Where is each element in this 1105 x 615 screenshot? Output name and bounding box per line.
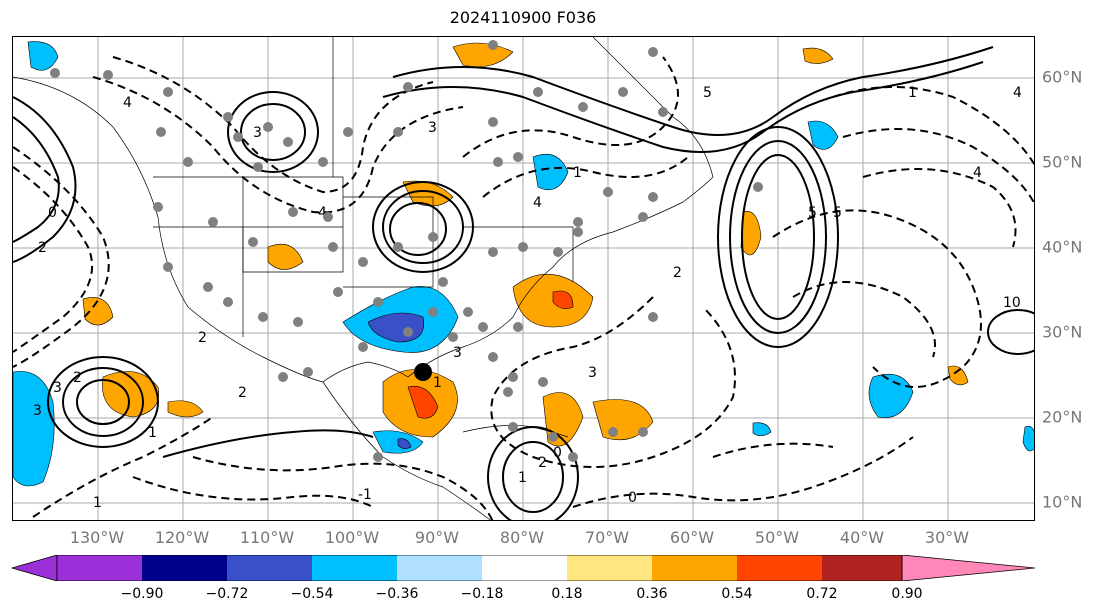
colorbar-tick: 0.72 (806, 586, 838, 602)
lon-label: 50°W (754, 528, 800, 547)
lon-label: 100°W (324, 528, 380, 547)
colorbar-tick: −0.90 (120, 586, 164, 602)
contour-label: 3 (428, 120, 437, 136)
map-panel: 1 2 3 4 5 1 2 3 4 5 1 2 3 4 0 1 2 3 4 -1… (12, 36, 1035, 521)
solid-contours (13, 46, 1034, 520)
contour-label: 2 (538, 455, 547, 471)
lon-label: 90°W (414, 528, 460, 547)
lon-label: 30°W (924, 528, 970, 547)
weather-map: 1 2 3 4 5 1 2 3 4 5 1 2 3 4 0 1 2 3 4 -1… (13, 37, 1034, 520)
colorbar-bin (57, 555, 155, 581)
colorbar-bin (822, 555, 902, 581)
contour-label: 4 (533, 195, 542, 211)
contour-label: 0 (628, 490, 637, 506)
lat-label: 60°N (1042, 67, 1083, 87)
contour-label: 0 (48, 205, 57, 221)
contour-label: 4 (1013, 85, 1022, 101)
contour-label: 2 (38, 240, 47, 256)
contour-label: 3 (253, 125, 262, 141)
contour-label: 1 (433, 375, 442, 391)
contour-label: 1 (148, 425, 157, 441)
colorbar-bin (567, 555, 652, 581)
lat-label: 40°N (1042, 237, 1083, 257)
colorbar-over-triangle (901, 555, 1036, 581)
contour-label: 3 (33, 403, 42, 419)
contour-label: 2 (238, 385, 247, 401)
colorbar-bin (482, 555, 567, 581)
contour-label: -1 (358, 487, 372, 503)
storm-center-marker (414, 363, 432, 381)
colorbar-tick: −0.36 (375, 586, 419, 602)
contour-label: 4 (318, 205, 327, 221)
contour-label: 0 (553, 445, 562, 461)
lon-label: 110°W (239, 528, 295, 547)
contour-label: 3 (588, 365, 597, 381)
colorbar-bin (312, 555, 397, 581)
contour-label: 1 (518, 470, 527, 486)
map-title: 2024110900 F036 (449, 8, 597, 27)
contour-label: 2 (73, 370, 82, 386)
contour-label: 1 (573, 165, 582, 181)
contour-labels: 1 2 3 4 5 1 2 3 4 5 1 2 3 4 0 1 2 3 4 -1… (33, 85, 1022, 511)
colorbar-tick: 0.18 (551, 586, 583, 602)
contour-label: 5 (808, 205, 817, 221)
contour-label: 1 (908, 85, 917, 101)
lon-label: 70°W (584, 528, 630, 547)
station-markers (50, 40, 763, 462)
lon-label: 40°W (839, 528, 885, 547)
colorbar-under-triangle (10, 555, 58, 581)
positive-anomaly-shading (82, 42, 969, 447)
dashed-contours (13, 56, 1034, 520)
contour-label: 5 (833, 205, 842, 221)
contour-label: 5 (703, 85, 712, 101)
lon-label: 80°W (499, 528, 545, 547)
contour-label: 1 (93, 495, 102, 511)
contour-label: 3 (453, 345, 462, 361)
colorbar-tick: 0.36 (636, 586, 668, 602)
colorbar (10, 555, 1036, 581)
lon-label: 130°W (69, 528, 125, 547)
contour-label: 10 (1003, 295, 1021, 311)
colorbar-bin (142, 555, 227, 581)
contour-label: 2 (673, 265, 682, 281)
lat-label: 20°N (1042, 407, 1083, 427)
colorbar-bin (652, 555, 737, 581)
colorbar-tick: 0.90 (891, 586, 923, 602)
lon-label: 60°W (669, 528, 715, 547)
lat-label: 10°N (1042, 492, 1083, 512)
colorbar-tick: 0.54 (721, 586, 753, 602)
colorbar-tick: −0.54 (290, 586, 334, 602)
lon-label: 120°W (154, 528, 210, 547)
colorbar-tick: −0.72 (205, 586, 249, 602)
colorbar-bin (737, 555, 822, 581)
colorbar-bin (397, 555, 482, 581)
colorbar-tick: −0.18 (460, 586, 504, 602)
contour-label: 2 (198, 330, 207, 346)
colorbar-bin (227, 555, 312, 581)
contour-label: 4 (973, 165, 982, 181)
lat-label: 30°N (1042, 322, 1083, 342)
contour-label: 3 (53, 380, 62, 396)
lat-label: 50°N (1042, 152, 1083, 172)
contour-label: 4 (123, 95, 132, 111)
